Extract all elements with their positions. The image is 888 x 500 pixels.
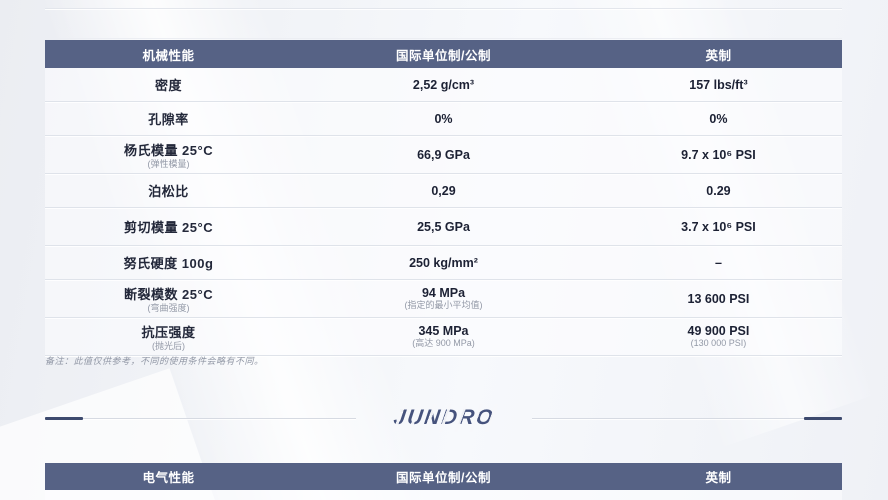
property-name: 努氏硬度 100g <box>123 256 214 271</box>
imperial-cell: 0% <box>595 102 842 135</box>
table-row-partial <box>45 490 842 500</box>
imperial-value: 49 900 PSI <box>687 324 750 338</box>
column-header-imperial: 英制 <box>705 471 732 485</box>
mechanical-properties-table: 机械性能 国际单位制/公制 英制 密度 2,52 g/cm³ 157 lbs/f… <box>45 40 842 356</box>
metric-cell: 25,5 GPa <box>292 208 595 245</box>
table-row-compressive-strength: 抗压强度 (抛光后) 345 MPa (高达 900 MPa) 49 900 P… <box>45 318 842 356</box>
property-subnote: (弯曲强度) <box>147 302 190 313</box>
footnote: 备注：此值仅供参考，不同的使用条件会略有不同。 <box>45 356 264 366</box>
property-name: 抗压强度 <box>141 324 196 340</box>
property-cell: 剪切模量 25°C <box>45 208 292 245</box>
top-rule-line <box>45 8 842 9</box>
brand-logo: JUNDRO <box>391 406 496 429</box>
property-cell: 孔隙率 <box>45 102 292 135</box>
divider-right-rule <box>531 418 804 419</box>
table-row-porosity: 孔隙率 0% 0% <box>45 102 842 136</box>
metric-value: 94 MPa <box>421 286 466 300</box>
imperial-cell: 3.7 x 10⁶ PSI <box>595 208 842 245</box>
brand-divider: JUNDRO <box>45 406 842 430</box>
imperial-cell: 49 900 PSI (130 000 PSI) <box>595 318 842 355</box>
column-header-metric: 国际单位制/公制 <box>396 471 491 485</box>
table-row-shear-modulus: 剪切模量 25°C 25,5 GPa 3.7 x 10⁶ PSI <box>45 208 842 246</box>
imperial-value: 0.29 <box>706 183 731 198</box>
imperial-value: 0% <box>709 111 728 126</box>
table-row-poisson-ratio: 泊松比 0,29 0.29 <box>45 174 842 208</box>
imperial-cell: 9.7 x 10⁶ PSI <box>595 136 842 173</box>
metric-cell: 0% <box>292 102 595 135</box>
property-cell: 泊松比 <box>45 174 292 207</box>
imperial-cell: 157 lbs/ft³ <box>595 68 842 101</box>
property-cell: 杨氏模量 25°C (弹性模量) <box>45 136 292 173</box>
metric-value: 0,29 <box>431 183 456 198</box>
metric-value: 25,5 GPa <box>417 219 470 234</box>
property-subnote: (抛光后) <box>152 340 186 351</box>
metric-subnote: (指定的最小平均值) <box>404 300 483 310</box>
divider-left-cap <box>45 417 83 420</box>
imperial-value: 13 600 PSI <box>687 291 750 306</box>
column-header-property: 电气性能 <box>142 471 195 485</box>
property-name: 孔隙率 <box>148 112 189 127</box>
table-header-row: 电气性能 国际单位制/公制 英制 <box>45 463 842 490</box>
metric-value: 0% <box>434 111 453 126</box>
metric-subnote: (高达 900 MPa) <box>412 338 475 348</box>
table-row-modulus-of-rupture: 断裂模数 25°C (弯曲强度) 94 MPa (指定的最小平均值) 13 60… <box>45 280 842 318</box>
divider-left-rule <box>83 418 356 419</box>
property-subnote: (弹性模量) <box>147 158 190 169</box>
property-cell: 密度 <box>45 68 292 101</box>
metric-value: 345 MPa <box>418 324 469 338</box>
imperial-subnote: (130 000 PSI) <box>690 338 747 348</box>
property-name: 断裂模数 25°C <box>123 286 214 302</box>
property-name: 密度 <box>155 78 183 93</box>
imperial-value: – <box>714 255 722 270</box>
divider-right-cap <box>804 417 842 420</box>
column-header-imperial: 英制 <box>705 48 732 63</box>
property-cell: 断裂模数 25°C (弯曲强度) <box>45 280 292 317</box>
table-row-density: 密度 2,52 g/cm³ 157 lbs/ft³ <box>45 68 842 102</box>
imperial-cell: 13 600 PSI <box>595 280 842 317</box>
imperial-value: 157 lbs/ft³ <box>689 77 748 92</box>
property-name: 剪切模量 25°C <box>123 220 214 235</box>
metric-value: 250 kg/mm² <box>409 255 478 270</box>
metric-cell: 66,9 GPa <box>292 136 595 173</box>
table-row-knoop-hardness: 努氏硬度 100g 250 kg/mm² – <box>45 246 842 280</box>
metric-cell: 94 MPa (指定的最小平均值) <box>292 280 595 317</box>
metric-cell: 345 MPa (高达 900 MPa) <box>292 318 595 355</box>
column-header-metric: 国际单位制/公制 <box>396 48 491 63</box>
table-row-youngs-modulus: 杨氏模量 25°C (弹性模量) 66,9 GPa 9.7 x 10⁶ PSI <box>45 136 842 174</box>
imperial-value: 3.7 x 10⁶ PSI <box>681 219 756 234</box>
property-cell: 努氏硬度 100g <box>45 246 292 279</box>
table-header-row: 机械性能 国际单位制/公制 英制 <box>45 40 842 68</box>
electrical-properties-table: 电气性能 国际单位制/公制 英制 <box>45 463 842 500</box>
metric-cell: 2,52 g/cm³ <box>292 68 595 101</box>
property-cell: 抗压强度 (抛光后) <box>45 318 292 355</box>
header-top-rule <box>45 38 842 39</box>
property-name: 杨氏模量 25°C <box>123 142 214 158</box>
metric-value: 66,9 GPa <box>417 147 470 162</box>
property-name: 泊松比 <box>148 184 189 199</box>
metric-value: 2,52 g/cm³ <box>412 77 475 92</box>
metric-cell: 250 kg/mm² <box>292 246 595 279</box>
imperial-cell: – <box>595 246 842 279</box>
column-header-property: 机械性能 <box>142 48 195 63</box>
imperial-cell: 0.29 <box>595 174 842 207</box>
metric-cell: 0,29 <box>292 174 595 207</box>
imperial-value: 9.7 x 10⁶ PSI <box>681 147 756 162</box>
